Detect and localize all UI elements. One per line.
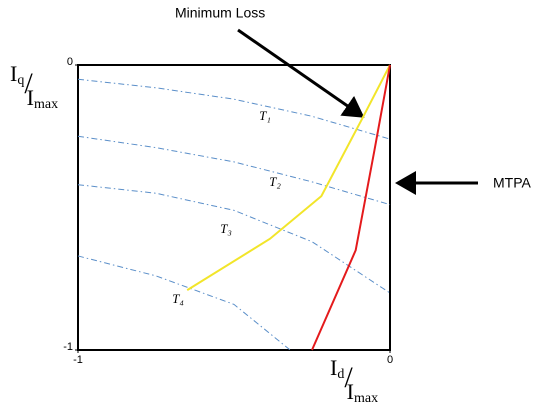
series-line <box>77 184 391 294</box>
y-axis-label: Iq/Imax <box>10 61 58 112</box>
x-label-part: max <box>354 391 378 406</box>
y-label-part: I <box>27 85 34 110</box>
x-label-part: I <box>347 379 354 404</box>
y-label-part: max <box>34 97 58 112</box>
series-label: T₄ <box>172 291 184 306</box>
y-label-part: / <box>24 67 33 100</box>
y-label-part: q <box>17 73 24 88</box>
arrow <box>237 28 365 118</box>
series-line <box>311 64 391 351</box>
y-tick-label: -1 <box>63 341 73 353</box>
x-label-part: d <box>337 367 344 382</box>
series-line <box>77 135 391 206</box>
series-label: T₂ <box>269 174 281 189</box>
x-tick-label: -1 <box>73 354 83 366</box>
series-label: T₁ <box>259 108 271 123</box>
plot-frame <box>77 64 391 351</box>
x-label-part: / <box>344 361 353 394</box>
series-label: T₃ <box>220 221 232 236</box>
x-axis-label: Id/Imax <box>330 355 378 406</box>
series-line <box>77 255 291 351</box>
y-label-part: I <box>10 61 17 86</box>
series-line <box>186 64 391 291</box>
series-line <box>77 78 391 140</box>
series-label: Minimum Loss <box>175 5 265 21</box>
series-label: MTPA <box>493 175 532 191</box>
x-tick-label: 0 <box>387 354 393 366</box>
x-label-part: I <box>330 355 337 380</box>
y-tick-label: 0 <box>67 56 73 68</box>
